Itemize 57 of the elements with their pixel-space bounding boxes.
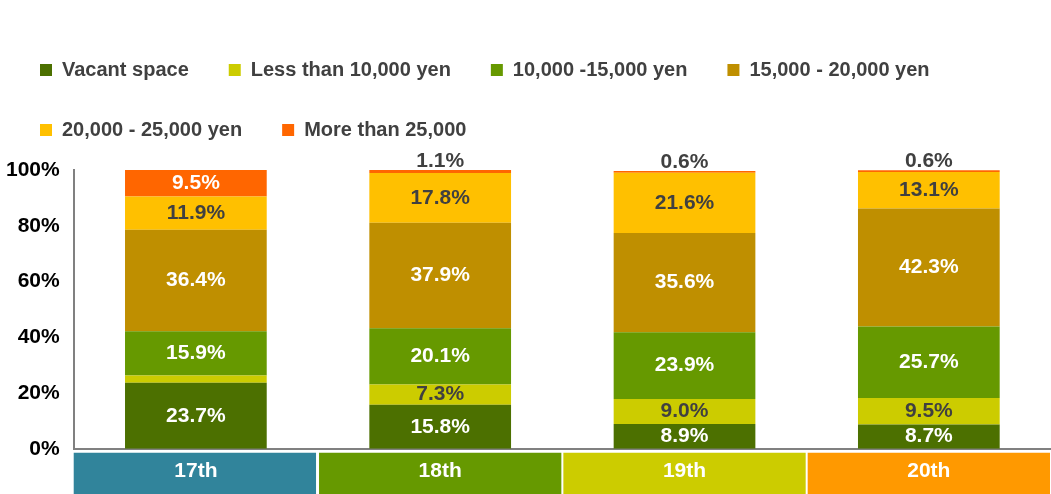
data-label: 9.5% [171,170,221,194]
bar [613,332,756,399]
data-label: 23.7% [166,402,226,426]
data-label: 15.9% [166,340,226,364]
y-tick-label: 100% [5,156,61,180]
y-tick-label: 80% [17,212,61,236]
bar [857,208,1000,327]
data-label: 11.9% [166,199,226,223]
x-tick-label: 20th [907,458,951,482]
x-tick-label: 19th [662,458,707,482]
data-label: 17.8% [410,184,471,208]
bar [125,196,267,230]
bar [369,404,512,449]
legend-label: Vacant space [62,57,189,80]
bar [369,173,512,223]
data-label: 15.8% [410,413,471,437]
bar [125,382,267,449]
y-tick-label: 0% [29,435,61,459]
x-tick-label: 18th [418,458,462,482]
legend-label: 20,000 - 25,000 yen [62,117,243,140]
legend-label: Less than 10,000 yen [250,57,451,80]
x-tick-label: 17th [174,458,218,482]
legend-label: More than 25,000 [304,117,467,140]
legend-label: 10,000 -15,000 yen [512,57,688,80]
bar [613,233,756,333]
data-label: 36.4% [166,267,226,291]
data-label: 8.7% [904,423,954,447]
data-label: 0.6% [904,148,954,172]
bar [857,326,1000,399]
data-label: 23.9% [654,352,715,376]
data-label: 8.9% [660,423,709,447]
bar [857,398,1000,425]
data-label: 0.6% [660,148,709,172]
data-label: 9.0% [660,398,709,422]
bar [613,172,756,234]
data-label: 13.1% [899,177,959,201]
data-label: 1.1% [416,147,465,171]
bar [857,171,1000,209]
y-tick-label: 40% [17,324,61,348]
y-tick-label: 20% [17,379,61,403]
bar [125,375,267,383]
data-label: 20.1% [410,343,471,367]
data-label: 42.3% [899,254,959,278]
legend-label: 15,000 - 20,000 yen [749,57,930,80]
bar [369,222,512,329]
data-label: 25.7% [899,349,959,373]
data-label: 9.5% [904,398,954,422]
y-tick-label: 60% [17,268,61,292]
bar [125,331,267,376]
bar [125,229,267,332]
bar [369,328,512,385]
data-label: 37.9% [410,262,471,286]
bar [369,170,512,174]
data-label: 21.6% [654,189,715,213]
data-label: 7.3% [416,381,465,405]
data-label: 35.6% [654,269,715,293]
bar [369,384,512,405]
